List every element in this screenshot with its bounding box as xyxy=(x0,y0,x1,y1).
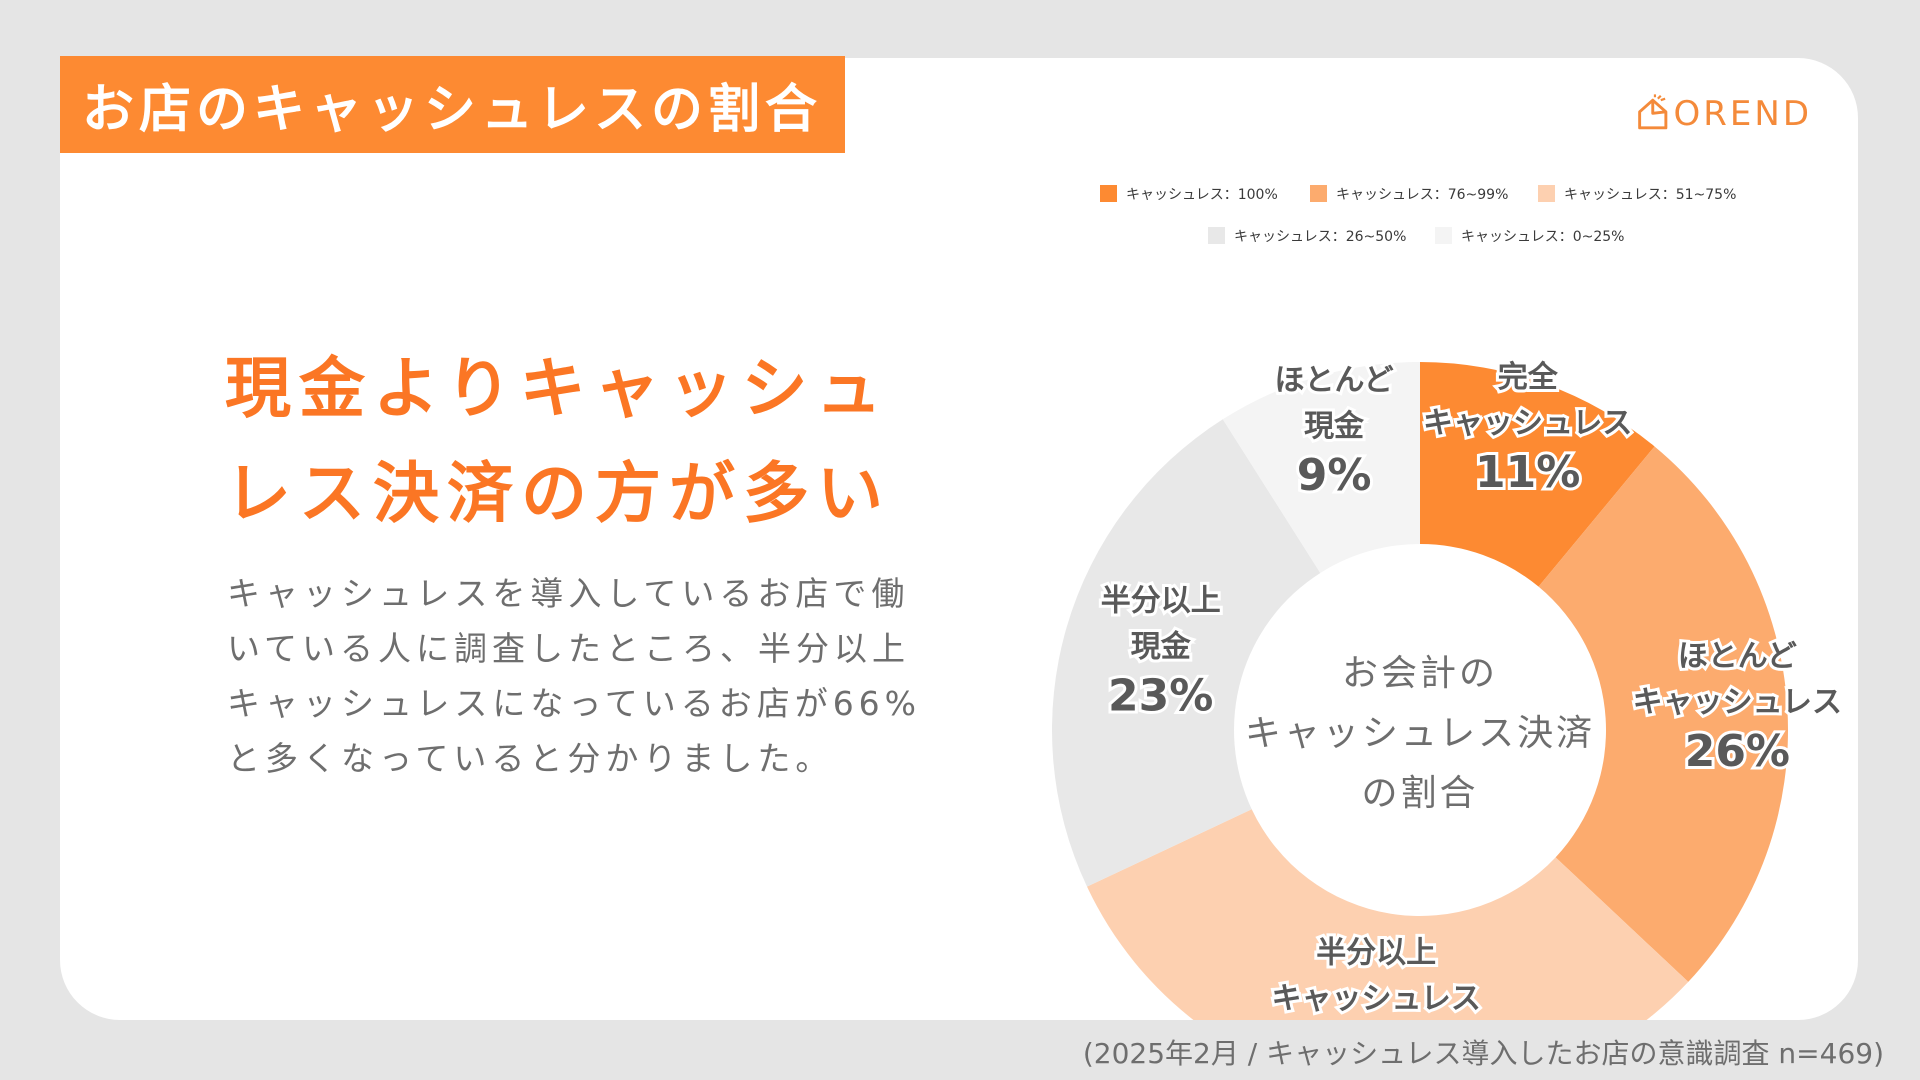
slice-5 xyxy=(1222,362,1420,573)
slice-2-label-line-2: キャッシュレス xyxy=(1633,685,1842,720)
description-line-2: いている人に調査したところ、半分以上 xyxy=(227,629,911,668)
description: キャッシュレスを導入しているお店で働 いている人に調査したところ、半分以上 キャ… xyxy=(227,566,947,786)
page-title: お店のキャッシュレスの割合 xyxy=(82,80,822,140)
donut-chart: キャッシュレス：100% キャッシュレス：76~99% キャッシュレス：51~75%… xyxy=(1052,185,1845,1020)
legend-swatch-4 xyxy=(1208,227,1225,244)
legend-label-1: キャッシュレス：100% xyxy=(1126,187,1278,203)
description-line-1: キャッシュレスを導入しているお店で働 xyxy=(227,574,910,613)
center-label-line-3: の割合 xyxy=(1361,773,1478,814)
brand-logo: OREND xyxy=(1636,86,1812,142)
slice-4-label-line-2: 現金 xyxy=(1131,630,1192,665)
center-label-line-1: お会計の xyxy=(1342,653,1498,694)
headline-line-1: 現金よりキャッシュ xyxy=(225,350,890,427)
slice-2-value-label: 26% xyxy=(1685,726,1790,777)
legend-label-4: キャッシュレス：26~50% xyxy=(1234,229,1406,245)
slice-1-value-label: 11% xyxy=(1475,447,1580,498)
slice-3-label-line-2: キャッシュレス xyxy=(1271,982,1480,1017)
description-line-3: キャッシュレスになっているお店が66% xyxy=(227,684,922,723)
chart-slices xyxy=(1052,362,1788,1020)
slice-5-value-label: 9% xyxy=(1297,450,1372,501)
house-logo-icon xyxy=(1638,94,1668,130)
legend-swatch-5 xyxy=(1435,227,1452,244)
headline: 現金よりキャッシュ レス決済の方が多い xyxy=(225,336,891,546)
slice-1-label-line-1: 完全 xyxy=(1498,360,1559,395)
slice-1-label-line-2: キャッシュレス xyxy=(1423,406,1632,441)
legend-swatch-2 xyxy=(1310,185,1327,202)
legend-swatch-1 xyxy=(1100,185,1117,202)
headline-line-2: レス決済の方が多い xyxy=(225,455,891,532)
legend-swatch-3 xyxy=(1538,185,1555,202)
slice-2 xyxy=(1538,446,1788,982)
center-label-line-2: キャッシュレス決済 xyxy=(1245,713,1595,754)
slice-5-label-line-2: 現金 xyxy=(1304,409,1365,444)
legend-label-5: キャッシュレス：0~25% xyxy=(1461,229,1624,245)
title-banner: お店のキャッシュレスの割合 xyxy=(60,56,845,153)
slice-4-label-line-1: 半分以上 xyxy=(1101,584,1221,619)
legend-label-3: キャッシュレス：51~75% xyxy=(1564,187,1736,203)
source-footnote: (2025年2月 / キャッシュレス導入したお店の意識調査 n=469) xyxy=(1082,1037,1884,1070)
description-line-4: と多くなっていると分かりました。 xyxy=(227,739,834,778)
slice-5-label-line-1: ほとんど xyxy=(1275,363,1394,398)
slice-4 xyxy=(1052,419,1321,887)
slice-2-label-line-1: ほとんど xyxy=(1678,639,1797,674)
legend-label-2: キャッシュレス：76~99% xyxy=(1336,187,1508,203)
chart-legend: キャッシュレス：100% キャッシュレス：76~99% キャッシュレス：51~75%… xyxy=(1100,185,1736,245)
slice-3-label-line-1: 半分以上 xyxy=(1316,936,1436,971)
slice-1 xyxy=(1420,362,1655,587)
slice-3 xyxy=(1087,809,1689,1020)
brand-name: OREND xyxy=(1673,94,1812,134)
chart-slice-labels: 完全キャッシュレス11%ほとんどキャッシュレス26%半分以上キャッシュレス31%… xyxy=(1098,357,1845,1020)
slice-4-value-label: 23% xyxy=(1108,671,1213,722)
